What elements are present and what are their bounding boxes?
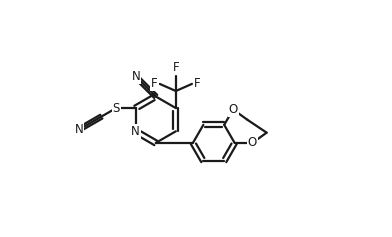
Text: F: F xyxy=(172,61,179,74)
Text: N: N xyxy=(131,125,140,138)
Text: F: F xyxy=(194,77,200,90)
Text: F: F xyxy=(151,77,158,90)
Text: O: O xyxy=(248,137,257,149)
Text: N: N xyxy=(74,123,83,136)
Text: N: N xyxy=(131,70,140,83)
Text: O: O xyxy=(229,103,238,116)
Text: S: S xyxy=(113,102,120,114)
